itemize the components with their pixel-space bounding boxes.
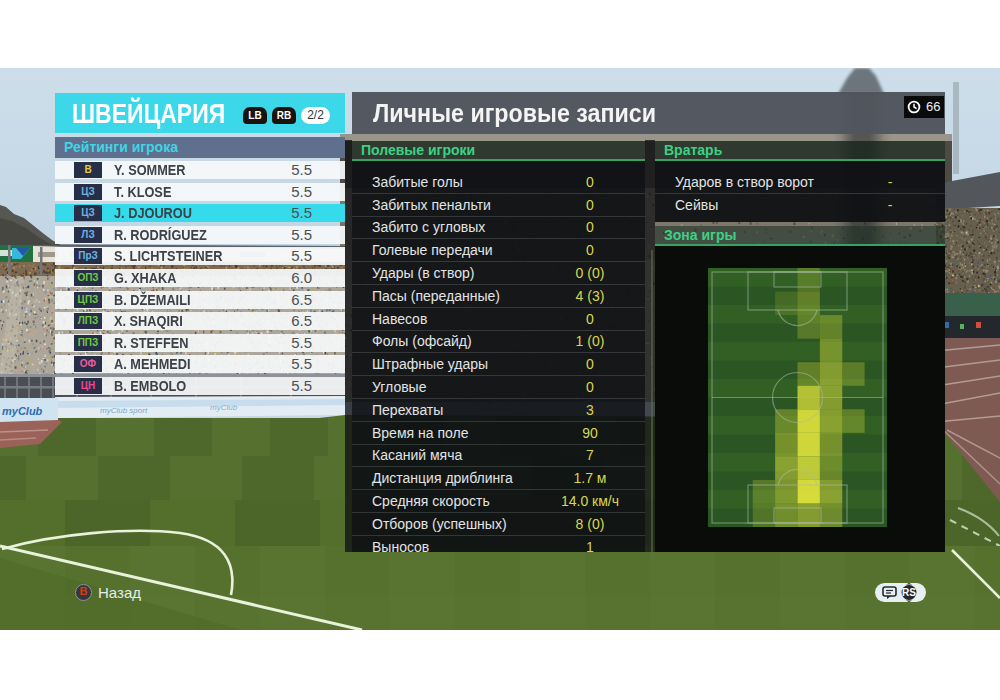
svg-text:myClub: myClub — [210, 403, 238, 412]
svg-text:myClub sport: myClub sport — [100, 406, 148, 415]
svg-text:myClub: myClub — [2, 405, 43, 417]
